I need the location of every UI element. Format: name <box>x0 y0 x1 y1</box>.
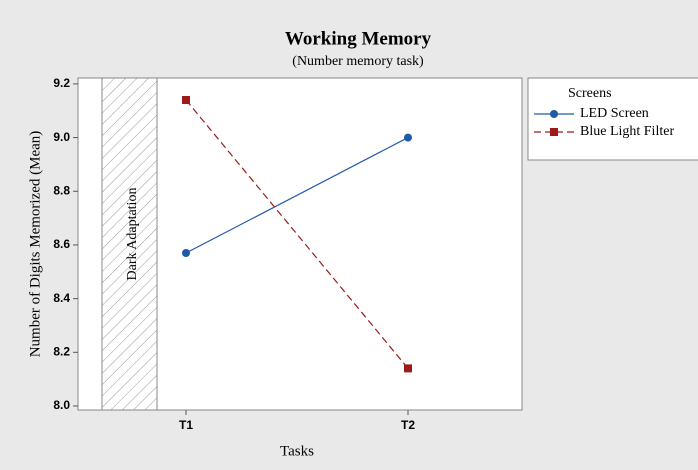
series-line <box>185 99 409 369</box>
data-point <box>404 364 412 373</box>
y-tick-label: 8.4 <box>53 291 70 305</box>
series-line <box>185 137 409 254</box>
data-point <box>404 133 412 142</box>
y-axis-title: Number of Digits Memorized (Mean) <box>27 131 43 358</box>
x-tick-label: T2 <box>401 418 415 432</box>
x-tick-label: T1 <box>179 418 193 432</box>
data-point <box>182 96 190 105</box>
legend-box <box>527 77 698 161</box>
legend-label: LED Screen <box>580 106 649 121</box>
legend-title: Screens <box>568 86 612 101</box>
y-tick-label: 8.0 <box>53 398 70 412</box>
legend-marker <box>550 128 558 136</box>
chart-title: Working Memory <box>285 28 432 49</box>
legend-label: Blue Light Filter <box>580 124 674 139</box>
annotation: Dark Adaptation <box>125 188 140 281</box>
y-tick-label: 9.2 <box>53 76 70 90</box>
x-axis-title: Tasks <box>280 443 314 459</box>
y-tick-label: 8.6 <box>53 237 70 251</box>
y-tick-label: 8.8 <box>53 183 70 197</box>
dark-adaptation-region <box>101 77 158 411</box>
y-tick-label: 8.2 <box>53 344 70 358</box>
data-point <box>182 248 190 257</box>
y-tick-label: 9.0 <box>53 130 70 144</box>
legend-marker <box>550 110 558 118</box>
chart-subtitle: (Number memory task) <box>292 54 424 69</box>
